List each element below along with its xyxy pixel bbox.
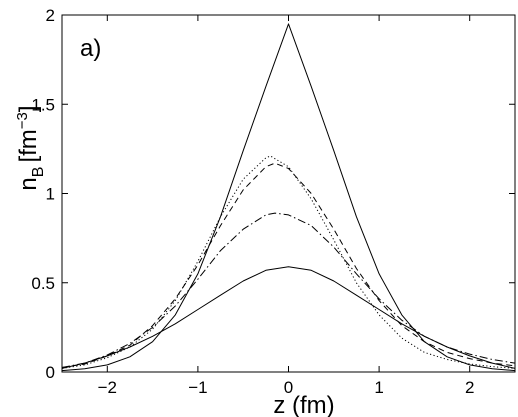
- y-axis-title-unit-close: ]: [15, 105, 42, 112]
- y-tick-label: 1.5: [31, 95, 55, 114]
- labels-layer: −2 −1 0 1 2 0 0.5 1 1.5 2: [31, 6, 474, 397]
- series-line-5-solid: [61, 266, 516, 369]
- series-line-3-dashed: [61, 162, 516, 368]
- y-axis-title: nB [fm−3]: [14, 105, 47, 190]
- x-tick-label: 2: [465, 378, 474, 397]
- y-axis-title-exponent: −3: [14, 112, 31, 129]
- y-tick-label: 2: [46, 6, 55, 25]
- x-tick-label: 1: [374, 378, 383, 397]
- series-line-1-solid: [61, 23, 516, 372]
- ticks-layer: [62, 14, 515, 373]
- x-axis-title: z (fm): [273, 392, 334, 417]
- panel-label: a): [80, 35, 101, 62]
- x-tick-label: 0: [284, 378, 293, 397]
- y-axis-title-main: n: [15, 177, 42, 190]
- y-tick-label: 0: [46, 363, 55, 382]
- y-axis-title-unit: [fm: [15, 129, 42, 162]
- series-line-2-dotted: [61, 155, 516, 369]
- y-tick-label: 1: [46, 185, 55, 204]
- plot-frame: [61, 14, 516, 373]
- svg-text:nB[fm−3]: nB [fm−3]: [14, 105, 47, 190]
- series-layer: [61, 23, 516, 372]
- x-tick-label: −2: [98, 378, 117, 397]
- y-axis-title-sub: B: [30, 167, 47, 178]
- series-line-4-dashdot: [61, 212, 516, 368]
- x-tick-label: −1: [188, 378, 207, 397]
- y-tick-label: 0.5: [31, 274, 55, 293]
